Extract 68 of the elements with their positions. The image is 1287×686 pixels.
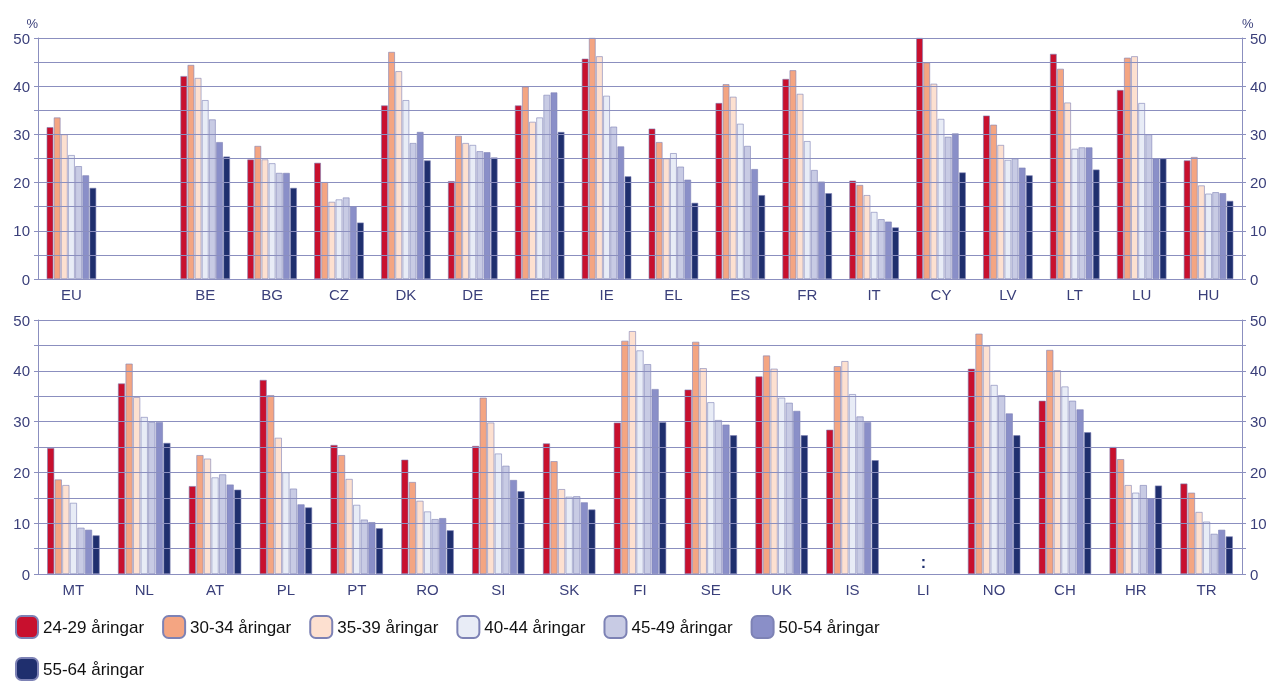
x-tick-label: DK (395, 286, 417, 303)
x-tick-label: SE (700, 581, 721, 598)
x-tick-label: RO (416, 581, 439, 598)
legend-label: 24-29 åringar (43, 617, 145, 637)
legend-label: 40-44 åringar (484, 617, 586, 637)
y2-tick-label: 30 (1250, 413, 1267, 431)
y2-tick-label: 0 (1250, 565, 1259, 583)
x-tick-label: ES (730, 286, 751, 303)
y-tick-label: 40 (13, 362, 30, 380)
legend-label: 55-64 åringar (43, 659, 145, 679)
y2-tick-label: 40 (1250, 362, 1267, 380)
x-tick-label: LI (917, 581, 930, 598)
x-tick-label: EE (529, 286, 550, 303)
x-tick-label: FR (797, 286, 818, 303)
x-tick-label: AT (206, 581, 225, 598)
x-tick-label: EL (664, 286, 683, 303)
y2-tick-label: 50 (1250, 29, 1267, 47)
x-tick-label: LT (1066, 286, 1083, 303)
y2-tick-label: 0 (1250, 270, 1259, 288)
x-tick-label: IS (845, 581, 860, 598)
x-tick-label: NL (134, 581, 154, 598)
y-tick-label: 20 (13, 174, 30, 192)
x-tick-label: PT (347, 581, 367, 598)
x-tick-label: CH (1054, 581, 1076, 598)
x-tick-label: MT (62, 581, 85, 598)
y-tick-label: 50 (13, 311, 30, 329)
x-tick-label: PL (276, 581, 296, 598)
legend-label: 30-34 åringar (190, 617, 292, 637)
y-tick-label: 0 (21, 270, 30, 288)
x-tick-label: IT (867, 286, 881, 303)
y-tick-label: 20 (13, 463, 30, 481)
x-tick-label: UK (771, 581, 793, 598)
y2-tick-label: 10 (1250, 222, 1267, 240)
legend-label: 50-54 åringar (778, 617, 881, 637)
annotation: : (920, 553, 926, 571)
x-tick-label: IE (599, 286, 614, 303)
x-tick-label: CZ (329, 286, 349, 303)
x-tick-label: LV (999, 286, 1017, 303)
y-tick-label: 50 (13, 29, 30, 47)
y-tick-label: 10 (13, 514, 30, 532)
y2-tick-label: 20 (1250, 174, 1267, 192)
x-tick-label: LU (1132, 286, 1152, 303)
x-tick-label: FI (633, 581, 647, 598)
x-tick-label: SI (491, 581, 506, 598)
y2-tick-label: 50 (1250, 311, 1267, 329)
x-tick-label: BE (195, 286, 216, 303)
x-tick-label: DE (462, 286, 484, 303)
x-tick-label: HR (1124, 581, 1147, 598)
y2-tick-label: 30 (1250, 125, 1267, 143)
y-tick-label: 30 (13, 413, 30, 431)
legend-label: 35-39 åringar (337, 617, 439, 637)
y-tick-label: 0 (21, 565, 30, 583)
x-tick-label: BG (261, 286, 283, 303)
y2-tick-label: 40 (1250, 77, 1267, 95)
y2-tick-label: 20 (1250, 463, 1267, 481)
x-tick-label: CY (930, 286, 952, 303)
x-tick-label: NO (982, 581, 1006, 598)
x-tick-label: TR (1196, 581, 1217, 598)
y-tick-label: 40 (13, 77, 30, 95)
legend-label: 45-49 åringar (631, 617, 733, 637)
y-tick-label: 10 (13, 222, 30, 240)
x-tick-label: HU (1197, 286, 1220, 303)
y-axis-title: % (26, 16, 39, 31)
y-tick-label: 30 (13, 125, 30, 143)
x-tick-label: SK (559, 581, 580, 598)
x-tick-label: EU (61, 286, 82, 303)
y2-tick-label: 10 (1250, 514, 1267, 532)
y2-axis-title: % (1242, 16, 1254, 31)
